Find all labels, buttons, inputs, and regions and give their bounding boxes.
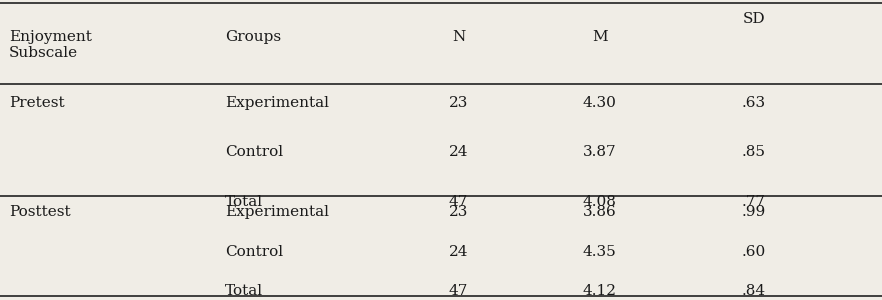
Text: Experimental: Experimental [225, 205, 329, 219]
Text: M: M [592, 30, 608, 44]
Text: Control: Control [225, 245, 283, 260]
Text: Posttest: Posttest [9, 205, 71, 219]
Text: Total: Total [225, 195, 263, 209]
Text: Control: Control [225, 146, 283, 159]
Text: 24: 24 [449, 245, 468, 260]
Text: 23: 23 [449, 96, 468, 110]
Text: 4.35: 4.35 [583, 245, 617, 260]
Text: .85: .85 [742, 146, 766, 159]
Text: N: N [452, 30, 466, 44]
Text: Groups: Groups [225, 30, 281, 44]
Text: 3.87: 3.87 [583, 146, 617, 159]
Text: 24: 24 [449, 146, 468, 159]
Text: Total: Total [225, 284, 263, 298]
Text: 4.12: 4.12 [583, 284, 617, 298]
Text: 23: 23 [449, 205, 468, 219]
Text: .60: .60 [742, 245, 766, 260]
Text: Pretest: Pretest [9, 96, 64, 110]
Text: 47: 47 [449, 195, 468, 209]
Text: 4.30: 4.30 [583, 96, 617, 110]
Text: .84: .84 [742, 284, 766, 298]
Text: Enjoyment
Subscale: Enjoyment Subscale [9, 30, 92, 60]
Text: 4.08: 4.08 [583, 195, 617, 209]
Text: 3.86: 3.86 [583, 205, 617, 219]
Text: 47: 47 [449, 284, 468, 298]
Text: .77: .77 [742, 195, 766, 209]
Text: SD: SD [743, 12, 766, 26]
Text: Experimental: Experimental [225, 96, 329, 110]
Text: .99: .99 [742, 205, 766, 219]
Text: .63: .63 [742, 96, 766, 110]
